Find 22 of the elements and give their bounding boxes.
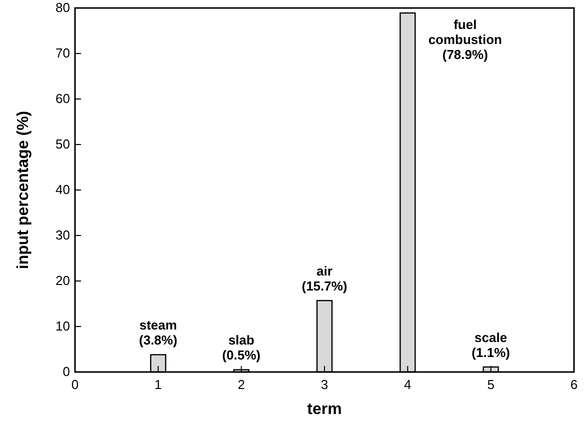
y-tick-label: 0 [62,364,70,379]
y-tick-label: 70 [56,46,70,60]
x-tick-label: 2 [238,377,245,392]
y-axis-title: input percentage (%) [15,110,32,270]
y-tick-label: 20 [56,273,70,288]
x-tick-label: 4 [404,377,412,392]
y-tick-label: 30 [56,228,70,242]
x-axis-title: term [307,401,342,418]
x-tick-label: 3 [320,377,328,392]
y-tick-label: 10 [56,318,70,334]
annotation: fuel combustion (78.9%) [428,17,502,62]
y-tick-label: 60 [56,91,70,106]
x-tick-label: 1 [154,377,162,392]
x-tick-label: 5 [487,377,494,392]
annotation: slab (0.5%) [222,332,260,363]
annotation: scale (1.1%) [472,330,510,360]
y-tick-label: 80 [56,0,70,15]
x-tick-label: 6 [570,377,578,392]
y-tick-label: 40 [56,182,70,197]
y-tick-label: 50 [56,136,70,152]
annotation: steam (3.8%) [139,318,178,348]
annotation: air (15.7%) [302,264,348,294]
